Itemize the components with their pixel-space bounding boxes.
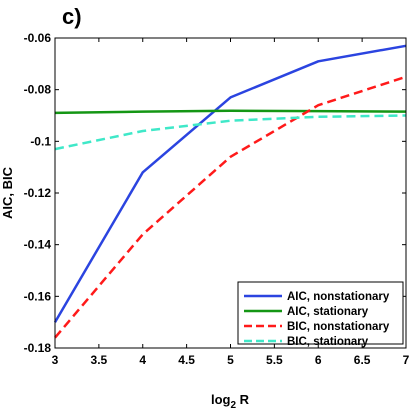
x-axis-label-main: log — [211, 392, 231, 407]
x-axis-label: log2 R — [211, 392, 250, 411]
tick-layer: 3 3.5 4 4.5 5 5.5 6 6.5 7 -0.18 -0.16 -0.14 -0.12 -0.… — [24, 31, 410, 367]
y-tick-label: -0.1 — [30, 134, 51, 148]
y-tick-label: -0.16 — [24, 289, 52, 303]
x-tick-label: 6 — [315, 353, 322, 367]
legend-box — [237, 281, 404, 345]
y-tick-label: -0.12 — [24, 186, 52, 200]
y-tick-label: -0.06 — [24, 31, 52, 45]
series-line-2 — [54, 109, 407, 115]
series-line-3 — [54, 75, 407, 339]
x-tick-label: 7 — [403, 353, 410, 367]
series-layer — [53, 44, 407, 339]
x-tick-label: 4.5 — [178, 353, 195, 367]
x-axis-label-suffix: R — [236, 392, 250, 407]
legend: AIC, nonstationary AIC, stationary BIC, no… — [237, 281, 404, 348]
y-tick-label: -0.08 — [24, 83, 52, 97]
x-tick-label: 5 — [227, 353, 234, 367]
series-line-4 — [54, 114, 407, 151]
x-axis-label-subscript: 2 — [230, 400, 236, 411]
series-line-1 — [53, 44, 407, 323]
x-tick-label: 3 — [52, 353, 59, 367]
y-tick-label: -0.14 — [24, 238, 52, 252]
x-tick-label: 3.5 — [91, 353, 108, 367]
x-tick-label: 6.5 — [354, 353, 371, 367]
x-tick-label: 4 — [139, 353, 146, 367]
legend-label-1: AIC, nonstationary — [287, 291, 390, 303]
legend-entries: AIC, nonstationary AIC, stationary BIC, no… — [244, 291, 390, 348]
legend-label-3: BIC, nonstationary — [287, 321, 390, 333]
plot-area: 3 3.5 4 4.5 5 5.5 6 6.5 7 -0.18 -0.16 -0.14 -0.12 -0.… — [24, 31, 410, 367]
legend-label-2: AIC, stationary — [287, 306, 369, 318]
y-axis-label: AIC, BIC — [0, 166, 15, 219]
x-tick-label: 5.5 — [266, 353, 283, 367]
y-tick-label: -0.18 — [24, 341, 52, 355]
panel-label: c) — [62, 4, 82, 29]
legend-label-4: BIC, stationary — [287, 336, 369, 348]
